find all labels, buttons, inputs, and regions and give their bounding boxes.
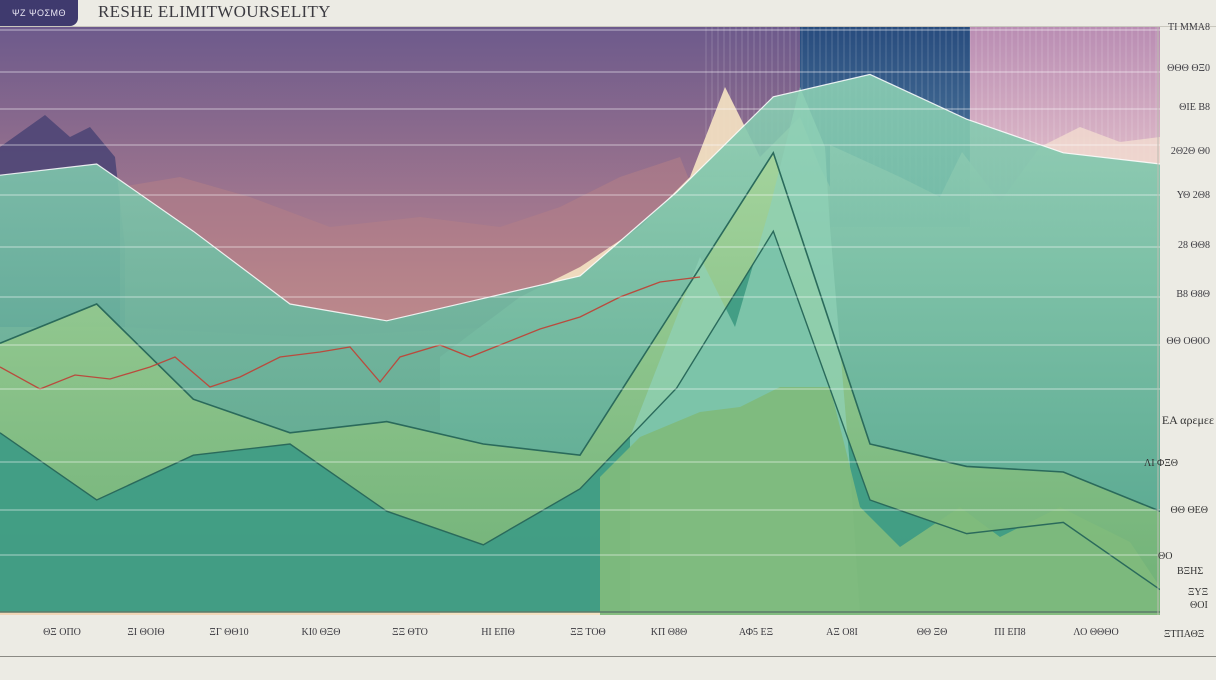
y-tick-label: ΘΘΘ ΘΞ0 — [1167, 63, 1210, 74]
right-label-3: ΘΟ — [1158, 551, 1173, 562]
right-label-4: ΒΞΗΣ — [1177, 566, 1204, 577]
y-tick-label: ΘΘ ΟΘ0Ο — [1166, 336, 1210, 347]
y-tick-label: 28 ΘΘ8 — [1178, 240, 1210, 251]
right-label-5: ΞΥΞ — [1188, 587, 1209, 598]
right-label-6: ΘΟΙ — [1190, 600, 1208, 611]
x-tick-label: ΞΓ ΘΘ10 — [209, 627, 249, 638]
x-tick-label: ΚΠ Θ8Θ — [650, 627, 688, 638]
top-divider — [0, 26, 1216, 27]
y-tick-label: 2Θ2Θ Θ0 — [1170, 146, 1210, 157]
x-tick-label: ΠΙ ΕΠ8 — [994, 627, 1026, 638]
right-label-2: ΘΘ ΘΕΘ — [1170, 505, 1209, 516]
right-label-1: ΛΙ ΦΞΘ — [1143, 458, 1178, 469]
chart-badge: ΨΖ ΨΟΣΜΘ — [0, 0, 78, 26]
x-tick-label: ΚΙ0 ΘΞΘ — [301, 627, 341, 638]
y-tick-label: ΘΙΕ Β8 — [1179, 102, 1210, 113]
legend-label: ΕΑ αρεμεε — [1161, 413, 1214, 427]
grid-lines — [0, 29, 1160, 556]
x-tick-label: ΑΞ Ο8Ι — [826, 627, 858, 638]
x-tick-label: ΑΦ5 ΕΞ — [738, 627, 774, 638]
y-tick-label: Β8 Θ8Θ — [1176, 289, 1210, 300]
right-label-7: ΞΤΠΑΘΞ — [1164, 629, 1205, 640]
red-trend-line — [0, 276, 701, 390]
series-1-line — [0, 73, 1160, 322]
series-3-area — [0, 231, 1160, 612]
chart-title: RESHE ELIMITWOURSELITY — [98, 2, 331, 21]
x-tick-label: ΞΞ ΘΤΟ — [392, 627, 428, 638]
x-tick-label: ΗΙ ΕΠΘ — [481, 627, 515, 638]
x-tick-label: ΞΙ ΘΟΙΘ — [127, 627, 165, 638]
x-tick-label: ΘΞ ΟΠΟ — [43, 627, 81, 638]
x-tick-label: ΘΘ ΞΘ — [916, 627, 948, 638]
x-tick-label: ΛΟ ΘΘΘΟ — [1073, 627, 1119, 638]
plot-area — [0, 27, 1160, 615]
bottom-divider — [0, 656, 1216, 657]
green-tower-area — [600, 387, 1160, 615]
y-tick-label: ΥΘ 2Θ8 — [1176, 190, 1210, 201]
y-tick-label: ΤΙ ΜΜΑ8 — [1168, 22, 1210, 33]
series-2-line — [0, 150, 1160, 512]
x-tick-label: ΞΞ ΤΟΘ — [570, 627, 606, 638]
series-3-line — [0, 229, 1160, 591]
